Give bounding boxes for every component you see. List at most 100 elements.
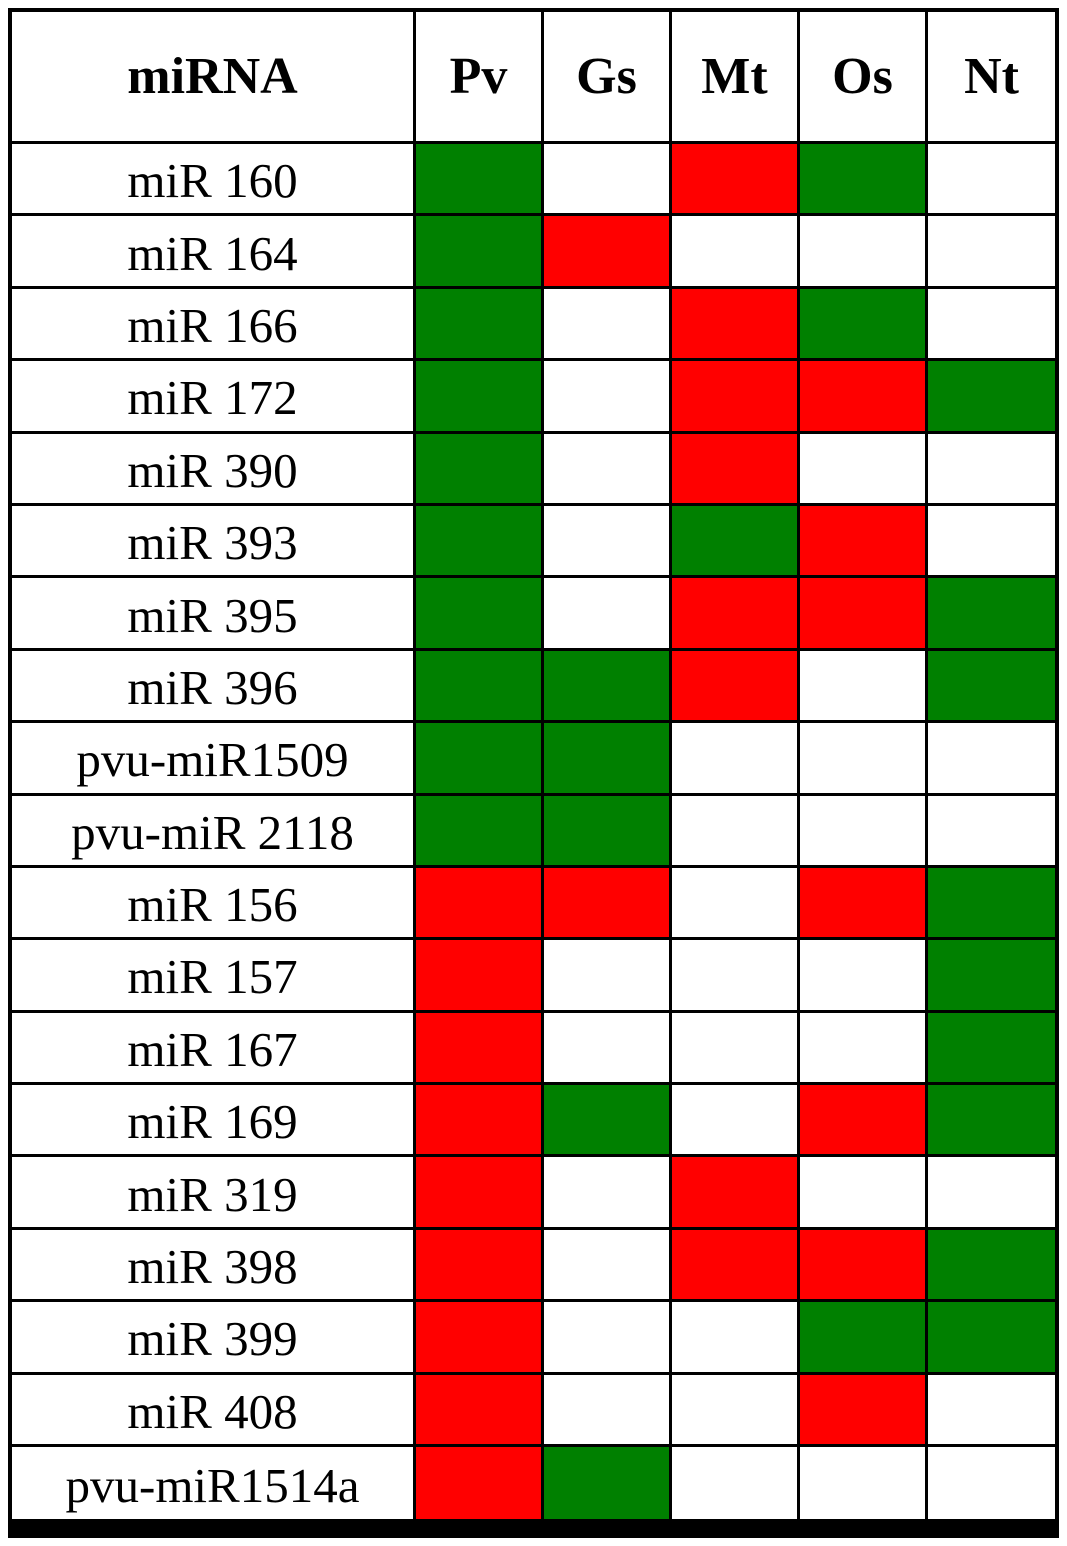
heatmap-cell [800,867,928,941]
heatmap-cell [672,867,800,941]
heatmap-cell [416,578,544,651]
heatmap-cell [416,1374,544,1448]
heatmap-cell [928,867,1055,941]
heatmap-cell [672,1374,800,1448]
heatmap-cell [800,361,928,434]
heatmap-cell [416,216,544,289]
heatmap-cell [800,1447,928,1520]
heatmap-cell [672,1085,800,1158]
heatmap-cell [928,288,1055,362]
row-label: miR 164 [12,216,416,289]
heatmap-cell [416,1157,544,1230]
heatmap-cell [544,288,672,362]
heatmap-cell [416,505,544,579]
column-header-mt: Mt [672,12,800,144]
heatmap-cell [928,505,1055,579]
heatmap-cell [544,1012,672,1086]
row-label: pvu-miR 2118 [12,795,416,868]
heatmap-cell [672,578,800,651]
heatmap-cell [416,433,544,506]
heatmap-cell [544,216,672,289]
heatmap-cell [928,433,1055,506]
heatmap-cell [544,1157,672,1230]
heatmap-cell [544,1302,672,1375]
heatmap-cell [800,144,928,217]
heatmap-cell [800,940,928,1013]
heatmap-cell [416,144,544,217]
row-label: miR 169 [12,1085,416,1158]
heatmap-cell [544,650,672,724]
heatmap-cell [416,940,544,1013]
column-header-os: Os [800,12,928,144]
column-header-gs: Gs [544,12,672,144]
row-label: pvu-miR1509 [12,723,416,796]
heatmap-cell [672,361,800,434]
heatmap-cell [672,1229,800,1303]
row-label: miR 396 [12,650,416,724]
heatmap-cell [928,1229,1055,1303]
row-label: miR 160 [12,144,416,217]
heatmap-cell [544,723,672,796]
heatmap-cell [544,1374,672,1448]
heatmap-cell [800,505,928,579]
heatmap-cell [800,1012,928,1086]
heatmap-cell [800,288,928,362]
heatmap-cell [416,288,544,362]
heatmap-cell [928,1157,1055,1230]
heatmap-cell [800,795,928,868]
heatmap-cell [672,216,800,289]
heatmap-cell [800,1229,928,1303]
heatmap-cell [544,505,672,579]
heatmap-cell [800,1085,928,1158]
heatmap-cell [928,650,1055,724]
heatmap-cell [672,795,800,868]
heatmap-cell [672,650,800,724]
heatmap-cell [928,795,1055,868]
heatmap-cell [928,1012,1055,1086]
row-label: miR 408 [12,1374,416,1448]
heatmap-cell [928,216,1055,289]
heatmap-cell [672,1447,800,1520]
row-label: miR 399 [12,1302,416,1375]
row-label: miR 319 [12,1157,416,1230]
heatmap-cell [672,1012,800,1086]
heatmap-cell [416,723,544,796]
mirna-heatmap-table: miRNA Pv Gs Mt Os Nt miR 160 miR 164 miR 166 miR … [8,8,1059,1538]
heatmap-cell [544,795,672,868]
heatmap-cell [672,144,800,217]
heatmap-cell [800,1302,928,1375]
heatmap-cell [672,505,800,579]
heatmap-cell [928,361,1055,434]
heatmap-cell [416,1012,544,1086]
heatmap-cell [544,578,672,651]
heatmap-cell [800,433,928,506]
row-label: miR 166 [12,288,416,362]
row-label: miR 172 [12,361,416,434]
heatmap-cell [416,361,544,434]
heatmap-cell [800,216,928,289]
heatmap-cell [672,1302,800,1375]
heatmap-cell [672,433,800,506]
heatmap-cell [544,433,672,506]
heatmap-cell [544,361,672,434]
row-label: miR 156 [12,867,416,941]
heatmap-cell [544,1447,672,1520]
row-label: miR 167 [12,1012,416,1086]
heatmap-cell [672,288,800,362]
heatmap-cell [544,1085,672,1158]
row-label: miR 398 [12,1229,416,1303]
heatmap-cell [544,1229,672,1303]
heatmap-cell [672,723,800,796]
heatmap-cell [928,1447,1055,1520]
heatmap-cell [928,940,1055,1013]
heatmap-cell [928,723,1055,796]
heatmap-cell [416,1447,544,1520]
heatmap-cell [928,1374,1055,1448]
row-label: miR 395 [12,578,416,651]
header-corner-label: miRNA [12,12,416,144]
heatmap-cell [928,1085,1055,1158]
row-label: miR 390 [12,433,416,506]
heatmap-cell [928,144,1055,217]
heatmap-cell [544,867,672,941]
heatmap-cell [800,578,928,651]
